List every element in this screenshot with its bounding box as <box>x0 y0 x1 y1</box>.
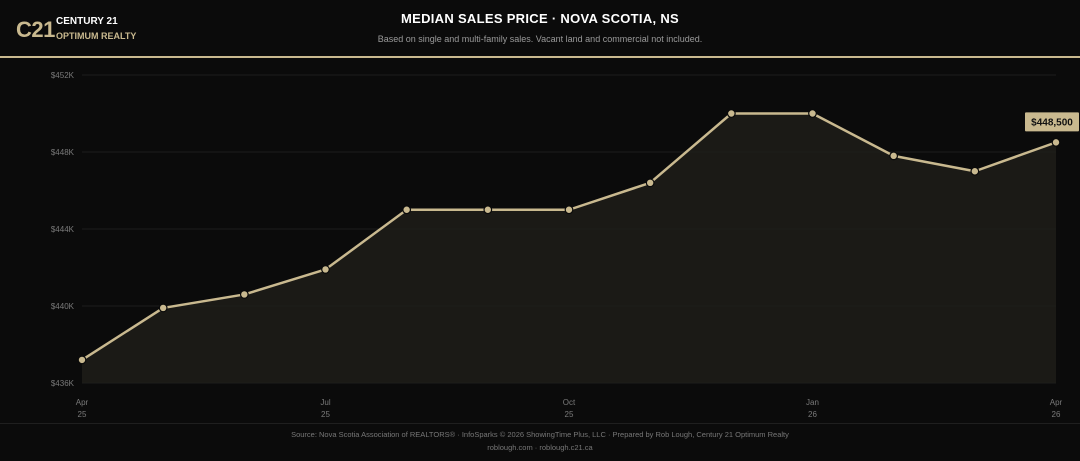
median-price-chart: $436K $440K $444K $448K $452K Apr 25 Jul 25 Oct 25… <box>51 71 1079 419</box>
x-tick-month: Oct <box>563 398 576 407</box>
brand-office: OPTIMUM REALTY <box>56 31 137 41</box>
x-tick-month: Jan <box>806 398 819 407</box>
data-point <box>1051 137 1061 147</box>
area-fill <box>82 113 1056 383</box>
chart-title: MEDIAN SALES PRICE · NOVA SCOTIA, NS <box>400 11 680 26</box>
y-tick-label: $436K <box>51 379 75 388</box>
x-tick-month: Apr <box>1050 398 1063 407</box>
data-point <box>889 151 899 161</box>
data-point <box>239 290 249 299</box>
data-point <box>970 166 980 176</box>
last-value-label: $448,500 <box>1031 117 1073 128</box>
chart-header: C21 CENTURY 21 OPTIMUM REALTY MEDIAN SAL… <box>0 0 1080 58</box>
data-point <box>158 303 168 313</box>
x-tick-year: 25 <box>78 410 87 419</box>
brand-name: CENTURY 21 <box>56 16 118 27</box>
website-links: roblough.com · roblough.c21.ca <box>487 443 593 452</box>
x-tick-month: Apr <box>76 398 89 407</box>
y-tick-label: $444K <box>51 225 75 234</box>
data-point <box>402 205 412 215</box>
y-tick-label: $448K <box>51 148 75 157</box>
data-point <box>645 178 655 188</box>
x-tick-year: 25 <box>565 410 574 419</box>
x-tick-month: Jul <box>320 398 330 407</box>
source-credit: Source: Nova Scotia Association of REALT… <box>291 430 789 439</box>
x-tick-year: 26 <box>808 410 817 419</box>
data-point <box>564 205 574 215</box>
chart-subtitle: Based on single and multi-family sales. … <box>377 34 703 44</box>
data-point <box>321 265 330 274</box>
x-tick-year: 26 <box>1052 410 1061 419</box>
data-point <box>808 109 817 118</box>
data-point <box>77 355 87 365</box>
y-tick-label: $440K <box>51 302 75 311</box>
data-point <box>483 205 493 215</box>
c21-logo-mark: C21 <box>16 17 55 42</box>
x-tick-year: 25 <box>321 410 330 419</box>
chart-footer: Source: Nova Scotia Association of REALT… <box>0 423 1080 461</box>
y-tick-label: $452K <box>51 71 75 80</box>
data-point <box>726 109 736 118</box>
last-value-callout <box>1025 112 1079 132</box>
